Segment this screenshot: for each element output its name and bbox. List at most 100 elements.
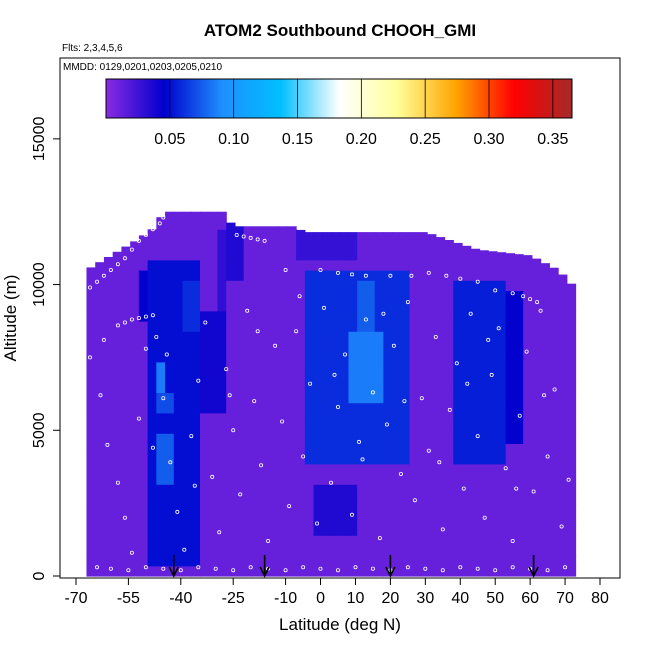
heatmap-cell [453,331,463,342]
heatmap-cell [470,514,481,526]
heatmap-cell [278,229,288,240]
heatmap-cell [383,382,393,393]
heatmap-cell [427,484,437,495]
heatmap-cell [531,463,542,475]
heatmap-cell [392,555,402,567]
heatmap-cell [418,535,428,546]
heatmap-cell [514,565,524,577]
heatmap-cell [514,254,524,261]
heatmap-cell [278,382,288,393]
heatmap-cell [523,555,533,567]
heatmap-cell [112,433,123,444]
x-tick-label: -55 [117,590,140,607]
heatmap-cell [540,351,550,363]
heatmap-cell [374,280,385,291]
heatmap-cell [374,494,385,506]
heatmap-cell [130,514,140,526]
heatmap-cell [348,239,358,251]
heatmap-cell [427,310,437,322]
heatmap-cell [400,545,411,557]
heatmap-cell [365,555,376,567]
heatmap-cell [435,433,446,444]
y-tick-label: 10000 [31,262,48,307]
heatmap-cell [304,310,315,322]
heatmap-cell [261,300,271,312]
heatmap-cell [453,270,463,281]
heatmap-cell [392,331,402,342]
heatmap-cell [479,270,489,281]
heatmap-cell [208,494,219,506]
heatmap-cell [304,504,315,516]
heatmap-cell [243,453,254,465]
heatmap-cell [165,555,175,567]
heatmap-cell [252,555,262,567]
heatmap-cell [374,565,385,577]
heatmap-cell [496,525,507,536]
heatmap-cell [339,535,350,546]
heatmap-cell [208,443,219,455]
heatmap-cell [444,361,454,373]
heatmap-cell [566,555,577,567]
heatmap-cell [418,443,428,455]
heatmap-cell [322,280,332,291]
heatmap-cell [182,219,192,230]
heatmap-cell [488,270,498,281]
heatmap-cell [462,474,472,485]
heatmap-cell [488,504,498,516]
heatmap-cell [331,402,341,414]
data-point [475,279,480,284]
colorbar-tick-label: 0.25 [410,131,441,148]
data-point [524,349,529,354]
heatmap-cell [200,453,210,465]
heatmap-cell [383,463,393,475]
heatmap-cell [173,229,184,240]
data-point [259,463,264,468]
heatmap-cell [444,372,454,383]
heatmap-cell [208,219,219,230]
heatmap-cell [121,290,131,302]
heatmap-cell [558,382,568,393]
heatmap-cell [558,555,568,567]
heatmap-cell [296,443,306,455]
heatmap-cell [470,443,481,455]
data-point [280,419,285,424]
data-point [157,221,162,226]
heatmap-cell [479,382,489,393]
heatmap-cell [191,351,201,363]
data-point [273,343,278,348]
heatmap-cell [296,331,306,342]
heatmap-cell [444,545,454,557]
heatmap-cell [365,259,376,271]
heatmap-cell [191,249,201,261]
heatmap-cell [130,290,140,302]
heatmap-cell [261,484,271,495]
heatmap-cell [156,402,166,414]
heatmap-cell [243,382,254,393]
heatmap-cell [243,423,254,434]
heatmap-cell [496,535,507,546]
heatmap-cell [269,300,280,312]
colorbar: 0.05 0.10 0.15 0.20 0.25 0.30 0.35 [105,78,573,148]
heatmap-cell [217,321,227,332]
heatmap-cell [374,232,385,240]
heatmap-cell [488,361,498,373]
heatmap-cell [269,372,280,383]
heatmap-cell [348,423,358,434]
heatmap-cell [182,351,192,363]
heatmap-cell [331,525,341,536]
heatmap-cell [103,484,114,495]
heatmap-cell [400,463,411,475]
heatmap-cell [86,331,96,342]
heatmap-cell [383,361,393,373]
heatmap-cell [479,443,489,455]
heatmap-cell [409,321,419,332]
heatmap-cell [427,525,437,536]
heatmap-cell [523,361,533,373]
heatmap-cell [558,433,568,444]
heatmap-cell [208,249,219,261]
heatmap-cell [427,341,437,353]
heatmap-cell [514,270,524,281]
heatmap-cell [217,300,227,312]
heatmap-cell [208,229,219,240]
heatmap-cell [252,494,262,506]
